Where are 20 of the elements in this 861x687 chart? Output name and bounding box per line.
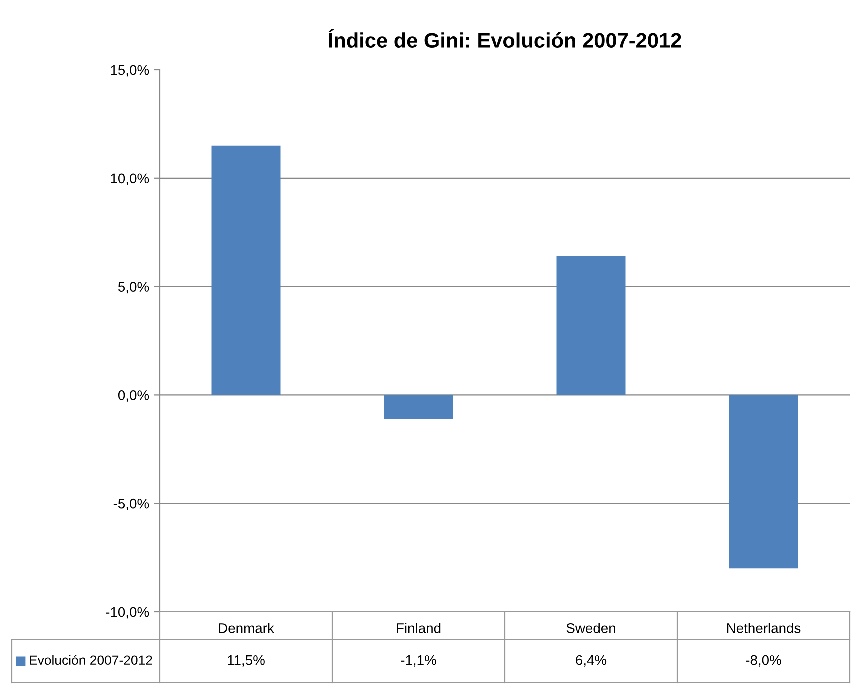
y-tick-label: 5,0% (118, 282, 150, 294)
y-tick-label: 15,0% (111, 65, 150, 77)
x-tick-label: Netherlands (727, 623, 801, 634)
y-tick-label: -10,0% (106, 607, 150, 619)
x-tick-label: Denmark (219, 623, 274, 634)
y-tick-label: -5,0% (114, 498, 150, 510)
bar (384, 395, 454, 420)
y-tick-label: 0,0% (118, 390, 150, 402)
x-tick-label: Finland (397, 623, 441, 634)
y-tick-label: 10,0% (111, 174, 150, 186)
data-label: 11,5% (228, 655, 265, 667)
bar (729, 395, 798, 569)
bar (556, 256, 626, 396)
data-label: -1,1% (401, 655, 436, 667)
data-label: -8,0% (746, 655, 782, 667)
x-tick-label: Sweden (566, 623, 616, 634)
legend-label: Evolución 2007-2012 (30, 655, 152, 666)
bar (212, 146, 281, 396)
data-label: 6,4% (576, 655, 607, 667)
chart-title: Índice de Gini: Evolución 2007-2012 (328, 29, 682, 48)
